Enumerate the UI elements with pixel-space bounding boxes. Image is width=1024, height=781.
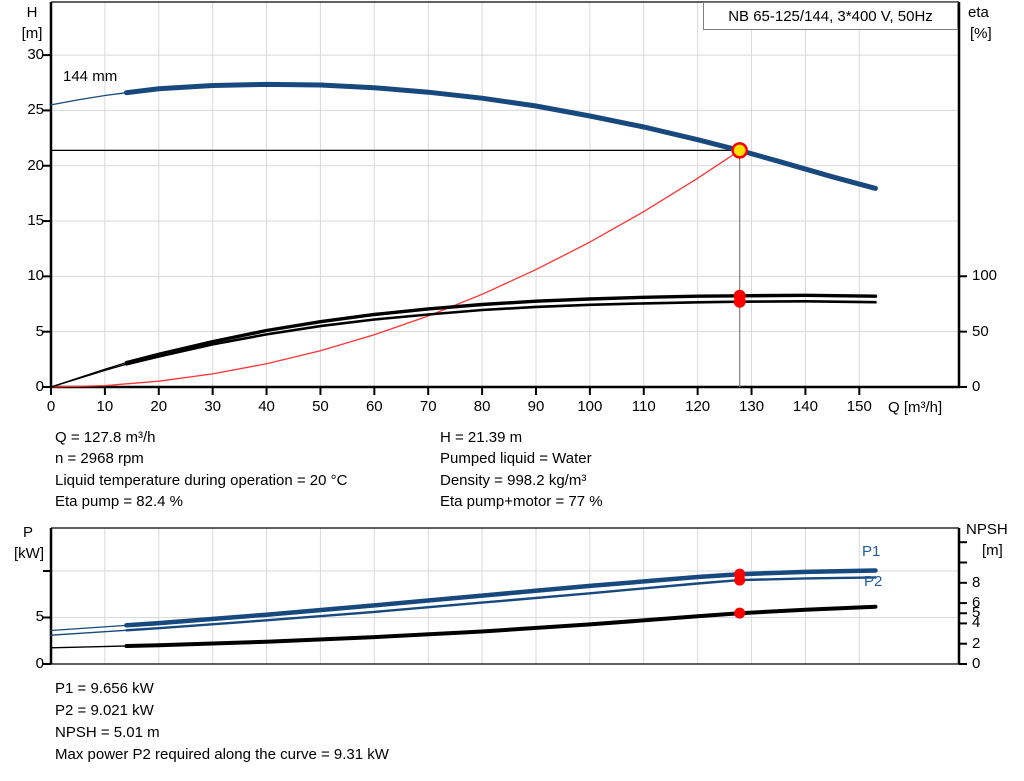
right-tick-label-0: 0 <box>972 378 981 395</box>
x-tick-label-60: 60 <box>365 398 383 415</box>
x-tick-label-80: 80 <box>473 398 491 415</box>
q-axis-title: Q [m³/h] <box>888 399 943 416</box>
h-axis-unit: [m] <box>21 25 43 42</box>
npsh-axis-unit: [m] <box>982 542 1003 559</box>
duty-point-marker <box>731 142 748 159</box>
power-duty-dot <box>734 574 746 586</box>
right-tick-label-2: 2 <box>972 634 981 652</box>
left-tick-label-0: 0 <box>35 655 44 672</box>
p-axis-label: P <box>22 524 33 541</box>
pump-title: NB 65-125/144, 3*400 V, 50Hz <box>728 7 933 25</box>
right-tick-label-100: 100 <box>972 267 998 285</box>
left-tick-label-5: 5 <box>35 608 44 626</box>
left-tick-label-25: 25 <box>27 101 44 119</box>
left-tick-label-0: 0 <box>35 378 44 395</box>
left-tick-label-10: 10 <box>27 267 44 285</box>
x-tick-label-70: 70 <box>419 398 437 415</box>
power-info-line-0: P1 = 9.656 kW <box>55 680 154 697</box>
left-tick-label-20: 20 <box>27 156 44 174</box>
h-axis-label: H <box>26 4 38 21</box>
impeller-trim-label: 144 mm <box>63 68 118 85</box>
power-npsh-info-column: P1 = 9.656 kW P2 = 9.021 kW NPSH = 5.01 m M… <box>55 680 389 768</box>
duty-info-line-1: Pumped liquid = Water <box>440 450 592 468</box>
x-tick-label-20: 20 <box>150 398 168 415</box>
x-tick-label-140: 140 <box>792 398 818 415</box>
x-tick-label-30: 30 <box>204 398 221 415</box>
pump-title-box: NB 65-125/144, 3*400 V, 50Hz <box>703 2 958 30</box>
left-tick-label-30: 30 <box>27 46 44 64</box>
duty-info-line-3: Eta pump+motor = 77 % <box>440 492 603 510</box>
right-tick-label-0: 0 <box>972 655 981 672</box>
power-info-line-2: NPSH = 5.01 m <box>55 724 160 741</box>
duty-info-left-column: Q = 127.8 m³/h n = 2968 rpm Liquid tempera… <box>55 429 347 514</box>
x-tick-label-130: 130 <box>739 398 765 415</box>
duty-info-right-column: H = 21.39 m Pumped liquid = Water Density … <box>440 429 603 514</box>
eta-duty-dot <box>733 295 746 308</box>
duty-info-line-0: Q = 127.8 m³/h <box>55 429 156 446</box>
eta-axis-unit: [%] <box>970 25 992 42</box>
x-tick-label-40: 40 <box>258 398 275 415</box>
p-axis-unit: [kW] <box>14 545 44 562</box>
x-tick-label-100: 100 <box>577 398 603 415</box>
right-tick-label-5: 5 <box>972 604 981 622</box>
duty-info-line-2: Density = 998.2 kg/m³ <box>440 471 587 489</box>
power-info-line-1: P2 = 9.021 kW <box>55 702 154 719</box>
npsh-duty-dot <box>734 607 746 619</box>
x-tick-label-50: 50 <box>312 398 329 415</box>
duty-info-line-3: Eta pump = 82.4 % <box>55 492 183 510</box>
x-tick-label-10: 10 <box>96 398 114 415</box>
system-curve-path <box>50 149 741 388</box>
eta-axis-label: eta <box>968 4 989 21</box>
duty-info-line-1: n = 2968 rpm <box>55 450 144 468</box>
power-info-line-3: Max power P2 required along the curve = … <box>55 746 389 763</box>
left-tick-label-15: 15 <box>27 212 44 230</box>
x-tick-label-120: 120 <box>685 398 711 415</box>
right-tick-label-6: 6 <box>972 594 981 612</box>
right-tick-label-8: 8 <box>972 573 981 591</box>
p2-curve-label: P2 <box>864 573 883 590</box>
p1-curve-label: P1 <box>862 543 881 560</box>
npsh-axis-label: NPSH <box>966 521 1008 538</box>
left-tick-label-5: 5 <box>35 322 44 340</box>
right-tick-label-4: 4 <box>972 614 981 632</box>
duty-info-line-2: Liquid temperature during operation = 20… <box>55 471 348 489</box>
x-tick-label-150: 150 <box>846 398 872 415</box>
right-tick-label-50: 50 <box>972 322 989 340</box>
x-tick-label-110: 110 <box>631 398 656 415</box>
duty-info-line-0: H = 21.39 m <box>440 429 523 446</box>
x-tick-label-90: 90 <box>527 398 545 415</box>
x-tick-label-0: 0 <box>46 398 56 415</box>
